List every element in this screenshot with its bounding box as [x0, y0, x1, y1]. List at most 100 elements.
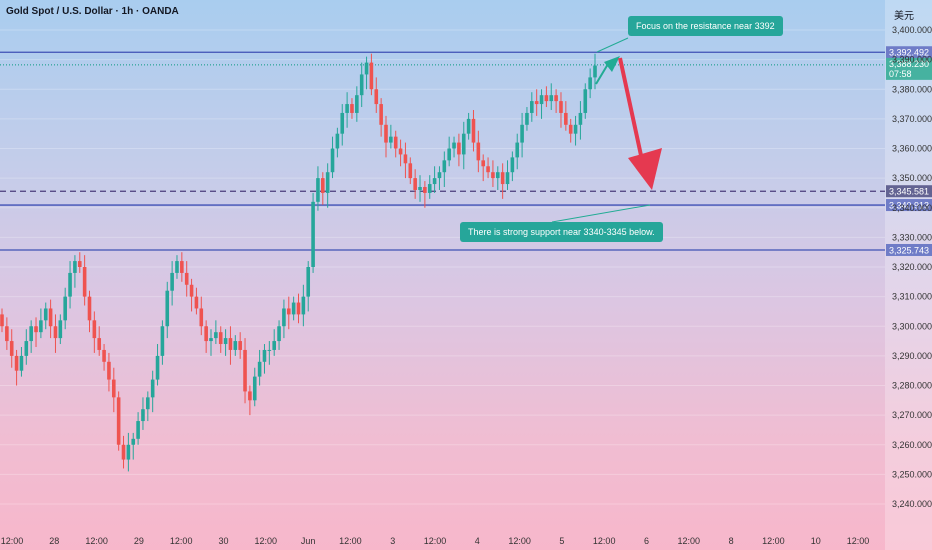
candle-body: [481, 160, 486, 167]
candle-body: [209, 338, 213, 342]
level-value: 3,392.492: [889, 48, 929, 58]
candle-body: [39, 320, 43, 333]
candle-body: [549, 95, 554, 102]
candle-body: [568, 124, 573, 134]
candle-body: [442, 160, 447, 173]
candle-body: [53, 326, 58, 339]
candle-body: [398, 148, 403, 155]
x-tick-label: 5: [559, 536, 564, 546]
candle-body: [447, 148, 451, 161]
x-tick-label: 10: [811, 536, 821, 546]
support-annotation[interactable]: There is strong support near 3340-3345 b…: [460, 222, 663, 242]
candle-body: [306, 267, 311, 297]
x-tick-label: 12:00: [1, 536, 24, 546]
x-tick-label: 12:00: [85, 536, 108, 546]
candle-body: [184, 272, 189, 285]
candle-body: [82, 267, 87, 297]
y-tick-label: 3,400.000: [892, 25, 932, 35]
candle-body: [559, 101, 563, 113]
candle-body: [413, 178, 417, 190]
candle-body: [330, 148, 335, 173]
resistance-pointer: [596, 37, 629, 53]
y-tick-label: 3,260.000: [892, 440, 932, 450]
candle-body: [432, 178, 437, 185]
candle-body: [252, 376, 257, 401]
x-tick-label: 12:00: [170, 536, 193, 546]
candle-body: [194, 296, 199, 309]
candle-body: [14, 355, 19, 371]
candle-body: [97, 338, 102, 350]
y-axis-bg: [885, 0, 932, 550]
symbol-title: Gold Spot / U.S. Dollar · 1h · OANDA: [6, 6, 179, 17]
candle-body: [9, 341, 14, 356]
candle-body: [583, 89, 588, 113]
candle-body: [121, 444, 126, 460]
y-tick-label: 3,280.000: [892, 381, 932, 391]
y-tick-label: 3,310.000: [892, 292, 932, 302]
candle-body: [486, 166, 490, 173]
current-price-value: 3,388.230: [889, 59, 929, 69]
y-tick-label: 3,290.000: [892, 351, 932, 361]
y-tick-label: 3,360.000: [892, 144, 932, 154]
candle-body: [525, 112, 529, 125]
down-projection-line: [618, 57, 644, 161]
candle-body: [218, 332, 223, 345]
y-tick-label: 3,350.000: [892, 173, 932, 183]
x-tick-label: 12:00: [847, 536, 870, 546]
candle-body: [165, 290, 170, 327]
x-tick-label: 30: [218, 536, 228, 546]
candle-body: [0, 314, 4, 327]
candle-body: [355, 95, 359, 113]
x-tick-label: 12:00: [678, 536, 701, 546]
x-tick-label: 28: [49, 536, 59, 546]
up-arrow-head: [604, 56, 620, 72]
resistance-annotation[interactable]: Focus on the resistance near 3392: [628, 16, 783, 36]
candle-body: [126, 444, 131, 460]
candle-body: [452, 142, 456, 149]
candle-body: [107, 361, 111, 380]
candle-body: [544, 95, 549, 102]
candle-body: [418, 187, 422, 190]
candle-body: [539, 95, 544, 105]
currency-label[interactable]: 美元: [894, 11, 914, 22]
candle-body: [389, 136, 393, 143]
candle-body: [578, 112, 583, 125]
y-tick-label: 3,330.000: [892, 232, 932, 242]
candle-body: [199, 308, 204, 327]
candle-body: [68, 272, 72, 297]
candle-body: [77, 261, 82, 267]
level-value: 3,325.743: [889, 245, 929, 255]
level-badge: [886, 46, 932, 59]
candle-body: [43, 308, 48, 321]
candle-body: [461, 133, 466, 155]
candle-body: [238, 341, 242, 350]
candle-body: [5, 326, 9, 342]
candle-body: [150, 379, 155, 398]
candle-body: [311, 201, 315, 267]
candle-body: [340, 112, 345, 134]
candle-body: [495, 172, 500, 179]
candle-body: [204, 326, 208, 342]
candle-body: [73, 261, 77, 273]
candle-body: [520, 124, 524, 143]
candle-body: [466, 118, 471, 134]
y-tick-label: 3,390.000: [892, 55, 932, 65]
candle-body: [476, 142, 481, 161]
candle-body: [573, 124, 578, 134]
candle-body: [374, 89, 379, 105]
candle-body: [214, 332, 218, 339]
x-tick-label: 8: [729, 536, 734, 546]
candle-body: [350, 104, 354, 113]
candle-body: [500, 172, 505, 185]
support-pointer: [551, 204, 651, 223]
candle-body: [510, 157, 515, 173]
candle-body: [34, 326, 38, 333]
up-projection-line: [595, 63, 609, 85]
candle-body: [131, 438, 136, 445]
candle-body: [175, 261, 179, 273]
level-value: 3,340.913: [889, 201, 929, 211]
candle-body: [345, 104, 349, 113]
y-tick-label: 3,320.000: [892, 262, 932, 272]
